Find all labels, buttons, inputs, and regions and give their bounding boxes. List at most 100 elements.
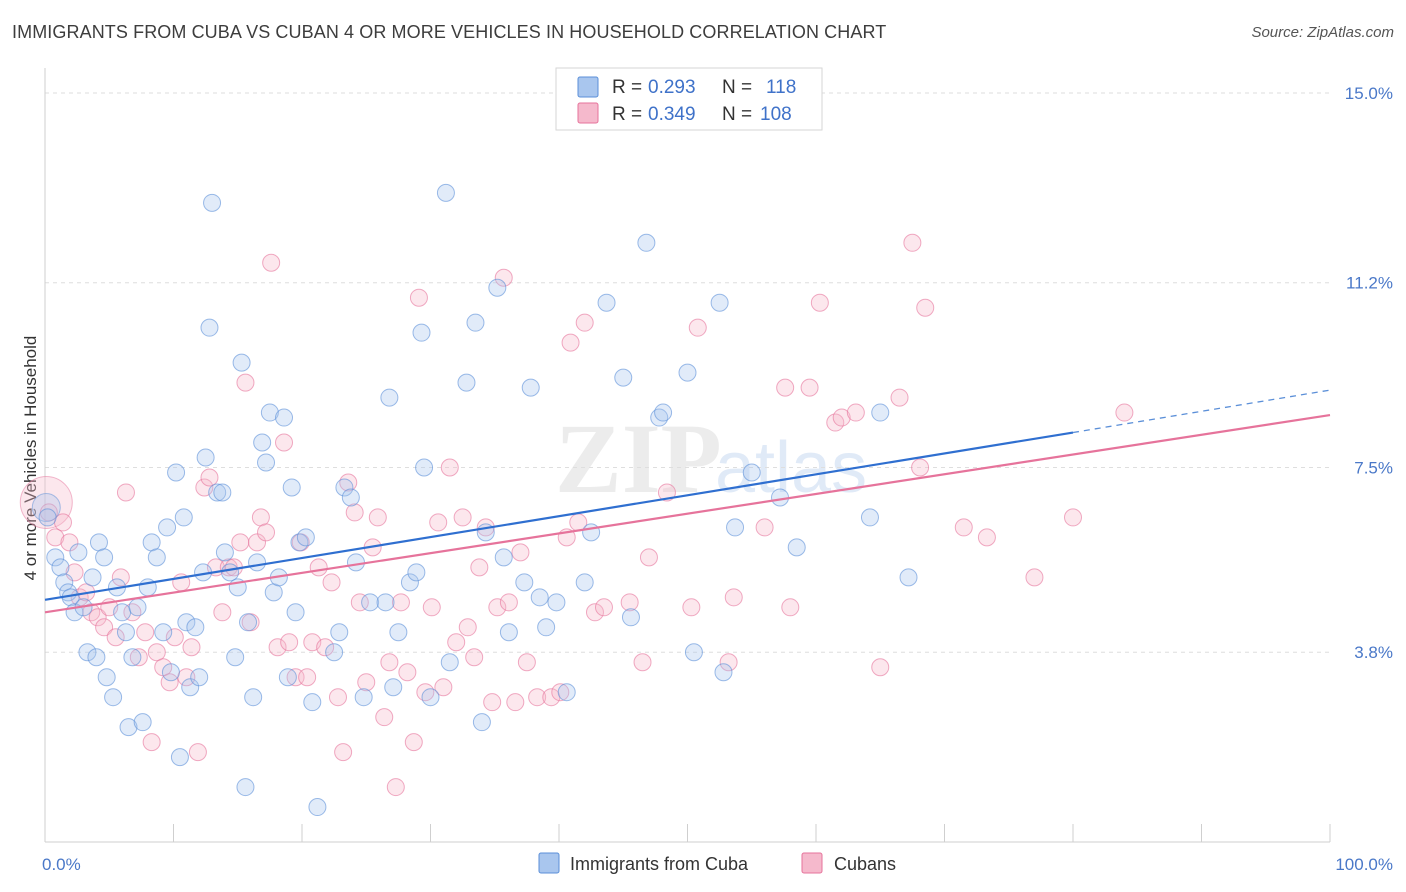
point-cuba-113 xyxy=(899,568,918,587)
point-cubans-27 xyxy=(200,468,219,487)
point-cubans-20 xyxy=(160,673,179,692)
point-cubans-62 xyxy=(404,733,423,752)
point-cuba-37 xyxy=(196,448,215,467)
bottom-legend-swatch-cubans xyxy=(801,852,823,874)
point-cuba-95 xyxy=(575,573,594,592)
watermark-zip: ZIP xyxy=(555,403,722,514)
y-tick-label-2: 11.2% xyxy=(1346,274,1393,293)
point-cuba-34 xyxy=(186,618,205,637)
point-cubans-108 xyxy=(890,388,909,407)
point-cubans-33 xyxy=(236,373,255,392)
point-cubans-64 xyxy=(416,683,435,702)
point-cubans-91 xyxy=(620,593,639,612)
point-cubans-32 xyxy=(231,533,250,552)
point-cubans-58 xyxy=(380,653,399,672)
trend-lines xyxy=(44,389,1331,614)
point-cubans-9 xyxy=(95,618,114,637)
point-cuba-93 xyxy=(547,593,566,612)
point-cubans-39 xyxy=(268,638,287,657)
bottom-legend-label-cubans: Cubans xyxy=(834,854,896,874)
point-cuba-47 xyxy=(236,778,255,797)
x-tick-labels: 0.0% 100.0% xyxy=(42,855,1393,874)
point-cuba-98 xyxy=(614,368,633,387)
point-cubans-78 xyxy=(499,593,518,612)
point-cuba-29 xyxy=(167,463,186,482)
point-cubans-50 xyxy=(334,743,353,762)
point-cubans-116 xyxy=(1115,403,1134,422)
point-cubans-106 xyxy=(846,403,865,422)
point-cubans-15 xyxy=(129,648,148,667)
point-cuba-71 xyxy=(376,593,395,612)
point-cubans-82 xyxy=(528,688,547,707)
legend-r-value-blue: 0.293 xyxy=(648,77,696,98)
point-cuba-108 xyxy=(742,463,761,482)
point-cuba-32 xyxy=(177,613,196,632)
legend-n-value-blue: 118 xyxy=(766,77,796,98)
point-cuba-69 xyxy=(354,688,373,707)
point-cubans-93 xyxy=(639,548,658,567)
legend-box: R = 0.293 N = 118 R = 0.349 N = 108 xyxy=(555,67,823,131)
trend-line-cuba xyxy=(44,431,1074,601)
point-cubans-29 xyxy=(213,603,232,622)
point-cubans-37 xyxy=(257,523,276,542)
point-cuba-30 xyxy=(170,748,189,767)
point-cuba-19 xyxy=(119,718,138,737)
point-cuba-31 xyxy=(174,508,193,527)
point-cubans-81 xyxy=(517,653,536,672)
point-cubans-97 xyxy=(719,653,738,672)
point-cubans-69 xyxy=(447,633,466,652)
point-cuba-54 xyxy=(264,583,283,602)
legend-n-value-pink: 108 xyxy=(760,104,792,125)
trend-line-cuba-extension xyxy=(1072,389,1331,434)
point-cubans-40 xyxy=(275,433,294,452)
point-cubans-100 xyxy=(776,378,795,397)
point-cuba-18 xyxy=(116,623,135,642)
point-cuba-11 xyxy=(87,648,106,667)
point-cuba-44 xyxy=(226,648,245,667)
point-cubans-54 xyxy=(357,673,376,692)
point-cubans-57 xyxy=(375,708,394,727)
point-cuba-59 xyxy=(286,603,305,622)
point-cuba-2 xyxy=(51,558,70,577)
point-cubans-66 xyxy=(429,513,448,532)
point-cubans-112 xyxy=(954,518,973,537)
point-cuba-41 xyxy=(213,483,232,502)
point-cuba-24 xyxy=(142,533,161,552)
point-cuba-91 xyxy=(530,588,549,607)
point-cuba-10 xyxy=(83,568,102,587)
point-cubans-18 xyxy=(147,643,166,662)
point-cuba-107 xyxy=(726,518,745,537)
point-cubans-60 xyxy=(391,593,410,612)
point-cubans-111 xyxy=(916,298,935,317)
point-cubans-89 xyxy=(585,603,604,622)
point-cubans-53 xyxy=(350,593,369,612)
point-cubans-107 xyxy=(871,658,890,677)
point-cuba-109 xyxy=(771,488,790,507)
legend-frame xyxy=(555,67,823,131)
point-cubans-17 xyxy=(142,733,161,752)
point-cubans-114 xyxy=(1025,568,1044,587)
legend-n-label-blue: N = xyxy=(722,77,752,98)
point-cuba-87 xyxy=(494,548,513,567)
bottom-legend-label-cuba: Immigrants from Cuba xyxy=(570,854,749,874)
chart-source: Source: ZipAtlas.com xyxy=(1251,24,1394,41)
point-cuba-73 xyxy=(384,678,403,697)
point-cuba-77 xyxy=(412,323,431,342)
point-cubans-21 xyxy=(165,628,184,647)
point-cuba-63 xyxy=(308,798,327,817)
point-cuba-75 xyxy=(400,573,419,592)
watermark: ZIP atlas xyxy=(555,403,867,514)
point-cubans-92 xyxy=(633,653,652,672)
point-cubans-16 xyxy=(136,623,155,642)
trend-line-cubans xyxy=(44,413,1331,614)
point-cuba-26 xyxy=(154,623,173,642)
point-cuba-80 xyxy=(436,183,455,202)
point-cubans-11 xyxy=(106,628,125,647)
point-cuba-42 xyxy=(215,543,234,562)
point-cubans-48 xyxy=(322,573,341,592)
point-cubans-41 xyxy=(280,633,299,652)
y-tick-labels: 3.8% 7.5% 11.2% 15.0% xyxy=(1345,84,1393,662)
point-cuba-1 xyxy=(46,548,65,567)
point-cubans-109 xyxy=(903,233,922,252)
point-cubans-49 xyxy=(328,688,347,707)
